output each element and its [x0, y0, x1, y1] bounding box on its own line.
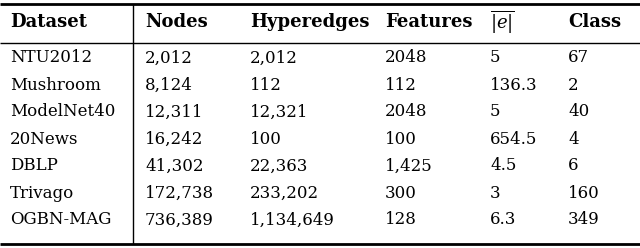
Text: 6.3: 6.3 — [490, 212, 516, 228]
Text: Dataset: Dataset — [10, 13, 87, 31]
Text: 5: 5 — [490, 50, 500, 66]
Text: Trivago: Trivago — [10, 185, 74, 201]
Text: 22,363: 22,363 — [250, 157, 308, 175]
Text: 5: 5 — [490, 103, 500, 121]
Text: 2: 2 — [568, 76, 579, 93]
Text: 2048: 2048 — [385, 103, 428, 121]
Text: 12,321: 12,321 — [250, 103, 308, 121]
Text: 136.3: 136.3 — [490, 76, 538, 93]
Text: 160: 160 — [568, 185, 600, 201]
Text: 172,738: 172,738 — [145, 185, 214, 201]
Text: 2048: 2048 — [385, 50, 428, 66]
Text: 2,012: 2,012 — [250, 50, 298, 66]
Text: $\overline{|e|}$: $\overline{|e|}$ — [490, 9, 515, 35]
Text: 654.5: 654.5 — [490, 130, 538, 148]
Text: 12,311: 12,311 — [145, 103, 204, 121]
Text: Nodes: Nodes — [145, 13, 208, 31]
Text: 349: 349 — [568, 212, 600, 228]
Text: 100: 100 — [250, 130, 282, 148]
Text: Features: Features — [385, 13, 472, 31]
Text: 233,202: 233,202 — [250, 185, 319, 201]
Text: 41,302: 41,302 — [145, 157, 204, 175]
Text: 1,134,649: 1,134,649 — [250, 212, 335, 228]
Text: NTU2012: NTU2012 — [10, 50, 92, 66]
Text: 300: 300 — [385, 185, 417, 201]
Text: 3: 3 — [490, 185, 500, 201]
Text: Class: Class — [568, 13, 621, 31]
Text: 2,012: 2,012 — [145, 50, 193, 66]
Text: 1,425: 1,425 — [385, 157, 433, 175]
Text: Hyperedges: Hyperedges — [250, 13, 369, 31]
Text: ModelNet40: ModelNet40 — [10, 103, 115, 121]
Text: 20News: 20News — [10, 130, 79, 148]
Text: 128: 128 — [385, 212, 417, 228]
Text: OGBN-MAG: OGBN-MAG — [10, 212, 111, 228]
Text: 8,124: 8,124 — [145, 76, 193, 93]
Text: 4: 4 — [568, 130, 579, 148]
Text: 40: 40 — [568, 103, 589, 121]
Text: 4.5: 4.5 — [490, 157, 516, 175]
Text: 100: 100 — [385, 130, 417, 148]
Text: 736,389: 736,389 — [145, 212, 214, 228]
Text: DBLP: DBLP — [10, 157, 58, 175]
Text: 67: 67 — [568, 50, 589, 66]
Text: 112: 112 — [385, 76, 417, 93]
Text: Mushroom: Mushroom — [10, 76, 101, 93]
Text: 112: 112 — [250, 76, 282, 93]
Text: 6: 6 — [568, 157, 579, 175]
Text: 16,242: 16,242 — [145, 130, 204, 148]
